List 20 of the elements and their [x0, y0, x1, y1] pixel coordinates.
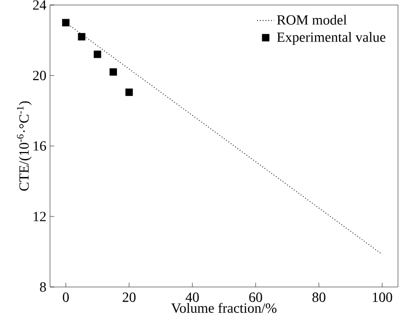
point: [62, 18, 70, 26]
y-tick-label: 24: [33, 0, 46, 10]
point: [125, 88, 133, 96]
y-tick-label: 8: [40, 282, 46, 292]
y-axis-title: CTE/(10$^{-6}$·°C$^{-1}$): [16, 101, 32, 191]
point: [94, 50, 102, 58]
legend-label: ROM model: [277, 14, 347, 25]
legend-label: Experimental value: [277, 32, 386, 45]
y-tick-label: 20: [33, 70, 46, 80]
x-tick-label: 20: [122, 292, 136, 302]
point: [78, 33, 86, 40]
x-tick-label: 80: [312, 292, 326, 302]
point: [110, 68, 117, 76]
x-tick-label: 100: [372, 292, 392, 302]
y-tick-label: 16: [34, 141, 46, 151]
x-tick-label: 60: [249, 292, 262, 302]
x-axis-title: Volume fraction/%: [171, 302, 276, 313]
x-tick-label: 0: [62, 292, 69, 302]
x-tick-label: 40: [186, 292, 199, 302]
y-tick-label: 12: [34, 212, 46, 222]
